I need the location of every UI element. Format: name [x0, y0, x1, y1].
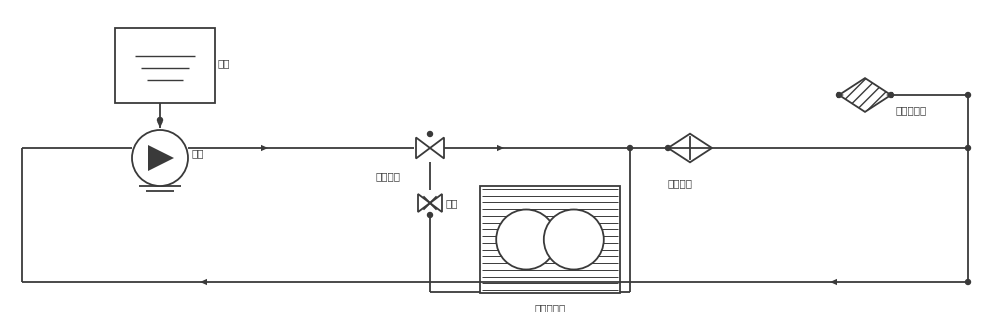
Text: 调温装置: 调温装置 — [375, 171, 400, 181]
Polygon shape — [497, 145, 504, 151]
Text: 阀件: 阀件 — [445, 198, 458, 208]
Polygon shape — [200, 279, 207, 285]
Polygon shape — [418, 194, 430, 212]
Bar — [115, 28, 215, 103]
Text: 去离子组件: 去离子组件 — [896, 105, 927, 115]
Circle shape — [158, 118, 162, 123]
Polygon shape — [886, 92, 893, 98]
Circle shape — [158, 145, 162, 150]
Polygon shape — [261, 145, 268, 151]
Polygon shape — [830, 279, 837, 285]
Polygon shape — [668, 134, 712, 162]
Circle shape — [544, 209, 604, 270]
Polygon shape — [148, 145, 174, 171]
Circle shape — [428, 131, 432, 137]
Polygon shape — [837, 92, 844, 98]
Polygon shape — [839, 78, 891, 112]
Circle shape — [428, 212, 432, 217]
Bar — [480, 186, 620, 293]
Circle shape — [966, 280, 970, 285]
Circle shape — [132, 130, 188, 186]
Circle shape — [966, 92, 970, 97]
Circle shape — [666, 145, 670, 150]
Polygon shape — [157, 122, 163, 128]
Polygon shape — [416, 138, 430, 158]
Circle shape — [836, 92, 842, 97]
Circle shape — [496, 209, 556, 270]
Text: 水泵: 水泵 — [191, 148, 204, 158]
Text: 水算: 水算 — [218, 58, 230, 68]
Circle shape — [889, 92, 894, 97]
Circle shape — [966, 145, 970, 150]
Text: 气热器组件: 气热器组件 — [534, 303, 566, 312]
Polygon shape — [430, 194, 442, 212]
Circle shape — [628, 145, 633, 150]
Text: 水器组件: 水器组件 — [668, 178, 692, 188]
Polygon shape — [430, 138, 444, 158]
